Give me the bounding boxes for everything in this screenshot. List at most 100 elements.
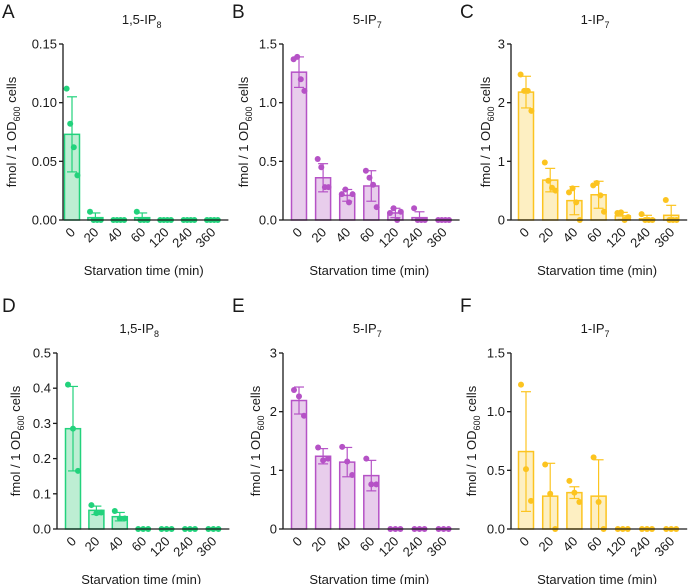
x-tick-label: 360 [424,534,450,560]
x-tick-label: 20 [535,225,556,246]
x-tick-label: 40 [560,225,581,246]
data-point [133,208,140,215]
data-point [346,199,352,206]
x-tick-label: 240 [400,225,426,251]
x-tick-label: 60 [584,534,605,555]
data-point [75,467,81,474]
y-tick-label: 0.00 [32,213,57,228]
y-tick-label: 0.0 [259,213,277,228]
y-axis-label: fmol / 1 OD600 cells [464,385,482,496]
x-tick-label: 20 [81,225,102,246]
title-main: 5-IP [353,321,377,336]
y-tick-label: 0.0 [33,522,51,537]
data-point [67,120,74,127]
y-axis-label: fmol / 1 OD600 cells [248,385,266,496]
panel-letter: E [232,296,245,317]
data-point [547,490,554,497]
y-tick-label: 0 [498,213,505,228]
ylabel-main: fmol / 1 OD [4,121,19,187]
ylabel-subscript: 600 [16,415,26,430]
data-point [573,199,580,206]
title-main: 1,5-IP [122,12,157,27]
ylabel-main: fmol / 1 OD [248,430,263,496]
y-tick-label: 2 [270,404,277,419]
data-point [387,209,393,216]
x-tick-label: 40 [104,225,125,246]
title-subscript: 7 [377,20,382,30]
y-axis-label: fmol / 1 OD600 cells [236,76,254,187]
y-tick-label: 1 [498,154,505,169]
data-point [121,515,128,522]
title-main: 1,5-IP [119,321,154,336]
data-point [349,191,356,198]
panel-title: 1,5-IP8 [119,321,159,339]
data-point [87,208,93,215]
panel-f: F 1-IP7 fmol / 1 OD600 cells 0 20 40 601202403… [460,296,688,584]
panel-a: A 1,5-IP8 fmol / 1 OD600 cells 0 20 40 6012024… [2,2,229,278]
data-point [314,155,321,162]
x-tick-label: 20 [82,534,103,555]
title-subscript: 7 [605,20,610,30]
error-bar-0 [67,96,77,173]
x-tick-label: 360 [194,534,220,560]
y-tick-label: 3 [498,37,505,52]
data-point [296,393,302,400]
data-point [523,466,529,473]
x-tick-label: 20 [535,534,556,555]
data-point [373,481,380,488]
y-tick-label: 0.5 [487,463,505,478]
data-point [571,489,578,496]
data-point [65,381,71,388]
title-subscript: 7 [605,329,610,339]
x-tick-label: 360 [651,534,677,560]
data-point [297,76,304,83]
ylabel-main: fmol / 1 OD [464,430,479,496]
x-tick-label: 0 [516,225,532,241]
ylabel-suffix: cells [4,76,19,106]
data-point [542,461,549,468]
data-point [111,508,118,515]
bar-20 [314,455,332,530]
data-point [325,184,332,191]
data-point [63,85,70,92]
ylabel-subscript: 600 [12,106,22,121]
data-point [116,515,123,522]
panel-letter: F [460,296,472,317]
data-point [528,497,534,504]
data-point [98,509,105,516]
panel-title: 1-IP7 [581,321,610,339]
data-point [362,167,369,174]
x-tick-label: 60 [357,225,378,246]
x-tick-label: 360 [651,225,677,251]
panel-title: 1-IP7 [581,12,610,30]
data-point [318,164,325,171]
x-tick-label: 0 [289,534,305,550]
bar-0 [290,399,308,530]
data-point [541,159,548,166]
data-point [638,211,645,218]
data-point [517,71,524,78]
y-axis-label: fmol / 1 OD600 cells [478,76,496,187]
y-tick-label: 3 [270,346,277,361]
x-tick-label: 60 [584,225,605,246]
ylabel-main: fmol / 1 OD [478,121,493,187]
x-tick-label: 240 [627,225,653,251]
y-axis-label: fmol / 1 OD600 cells [8,385,26,496]
y-tick-label: 1.0 [259,95,277,110]
x-axis-label: Starvation time (min) [537,263,657,278]
data-point [368,481,375,488]
y-tick-label: 1.5 [259,37,277,52]
title-main: 1-IP [581,12,605,27]
data-point [545,177,552,184]
ylabel-subscript: 600 [486,106,496,121]
x-tick-label: 20 [308,225,329,246]
y-tick-label: 0.05 [32,154,57,169]
data-point [411,205,418,212]
panel-d: D 1,5-IP8 fmol / 1 OD600 cells 0 20 40 6012024… [2,296,230,584]
y-tick-label: 0.15 [32,37,57,52]
x-tick-label: 40 [560,534,581,555]
data-point [344,458,351,465]
